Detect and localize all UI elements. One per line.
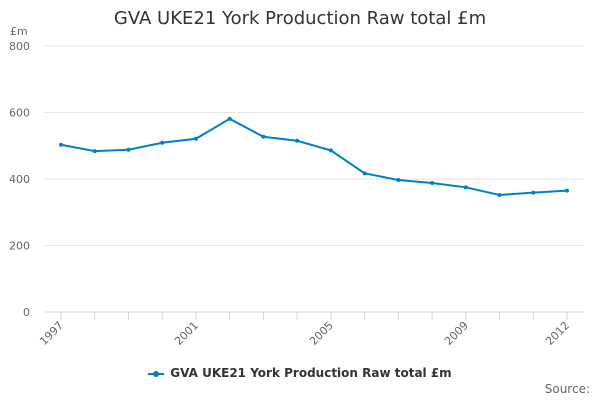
data-point — [497, 192, 502, 197]
data-point — [193, 136, 198, 141]
data-point — [59, 142, 63, 147]
legend-item[interactable]: GVA UKE21 York Production Raw total £m — [0, 366, 600, 380]
y-tick-label: 800 — [9, 40, 30, 53]
data-point — [396, 177, 401, 182]
data-point — [531, 190, 536, 195]
data-point — [565, 188, 569, 193]
y-tick-label: 600 — [9, 107, 30, 120]
y-tick-label: 200 — [9, 240, 30, 253]
x-tick-label: 1997 — [37, 319, 66, 348]
legend-swatch-icon — [148, 370, 165, 377]
data-point — [463, 185, 468, 190]
y-tick-label: 400 — [9, 173, 30, 186]
source-label: Source: — [544, 382, 590, 396]
data-point — [362, 171, 367, 176]
data-point — [430, 180, 435, 185]
x-tick-label: 2012 — [543, 319, 572, 348]
series-line — [60, 117, 568, 196]
chart-title: GVA UKE21 York Production Raw total £m — [113, 8, 487, 29]
x-tick-label: 2001 — [172, 319, 201, 348]
data-point — [126, 147, 131, 152]
x-tick-label: 2009 — [442, 319, 471, 348]
y-tick-label: 0 — [23, 306, 30, 319]
data-point — [160, 140, 165, 145]
data-point — [295, 138, 300, 143]
data-point — [328, 148, 333, 153]
legend-label: GVA UKE21 York Production Raw total £m — [170, 366, 452, 380]
y-axis-unit-label: £m — [10, 25, 28, 38]
data-point — [261, 134, 266, 139]
x-tick-label: 2005 — [307, 319, 336, 348]
data-point — [227, 116, 232, 121]
data-point — [92, 149, 97, 154]
